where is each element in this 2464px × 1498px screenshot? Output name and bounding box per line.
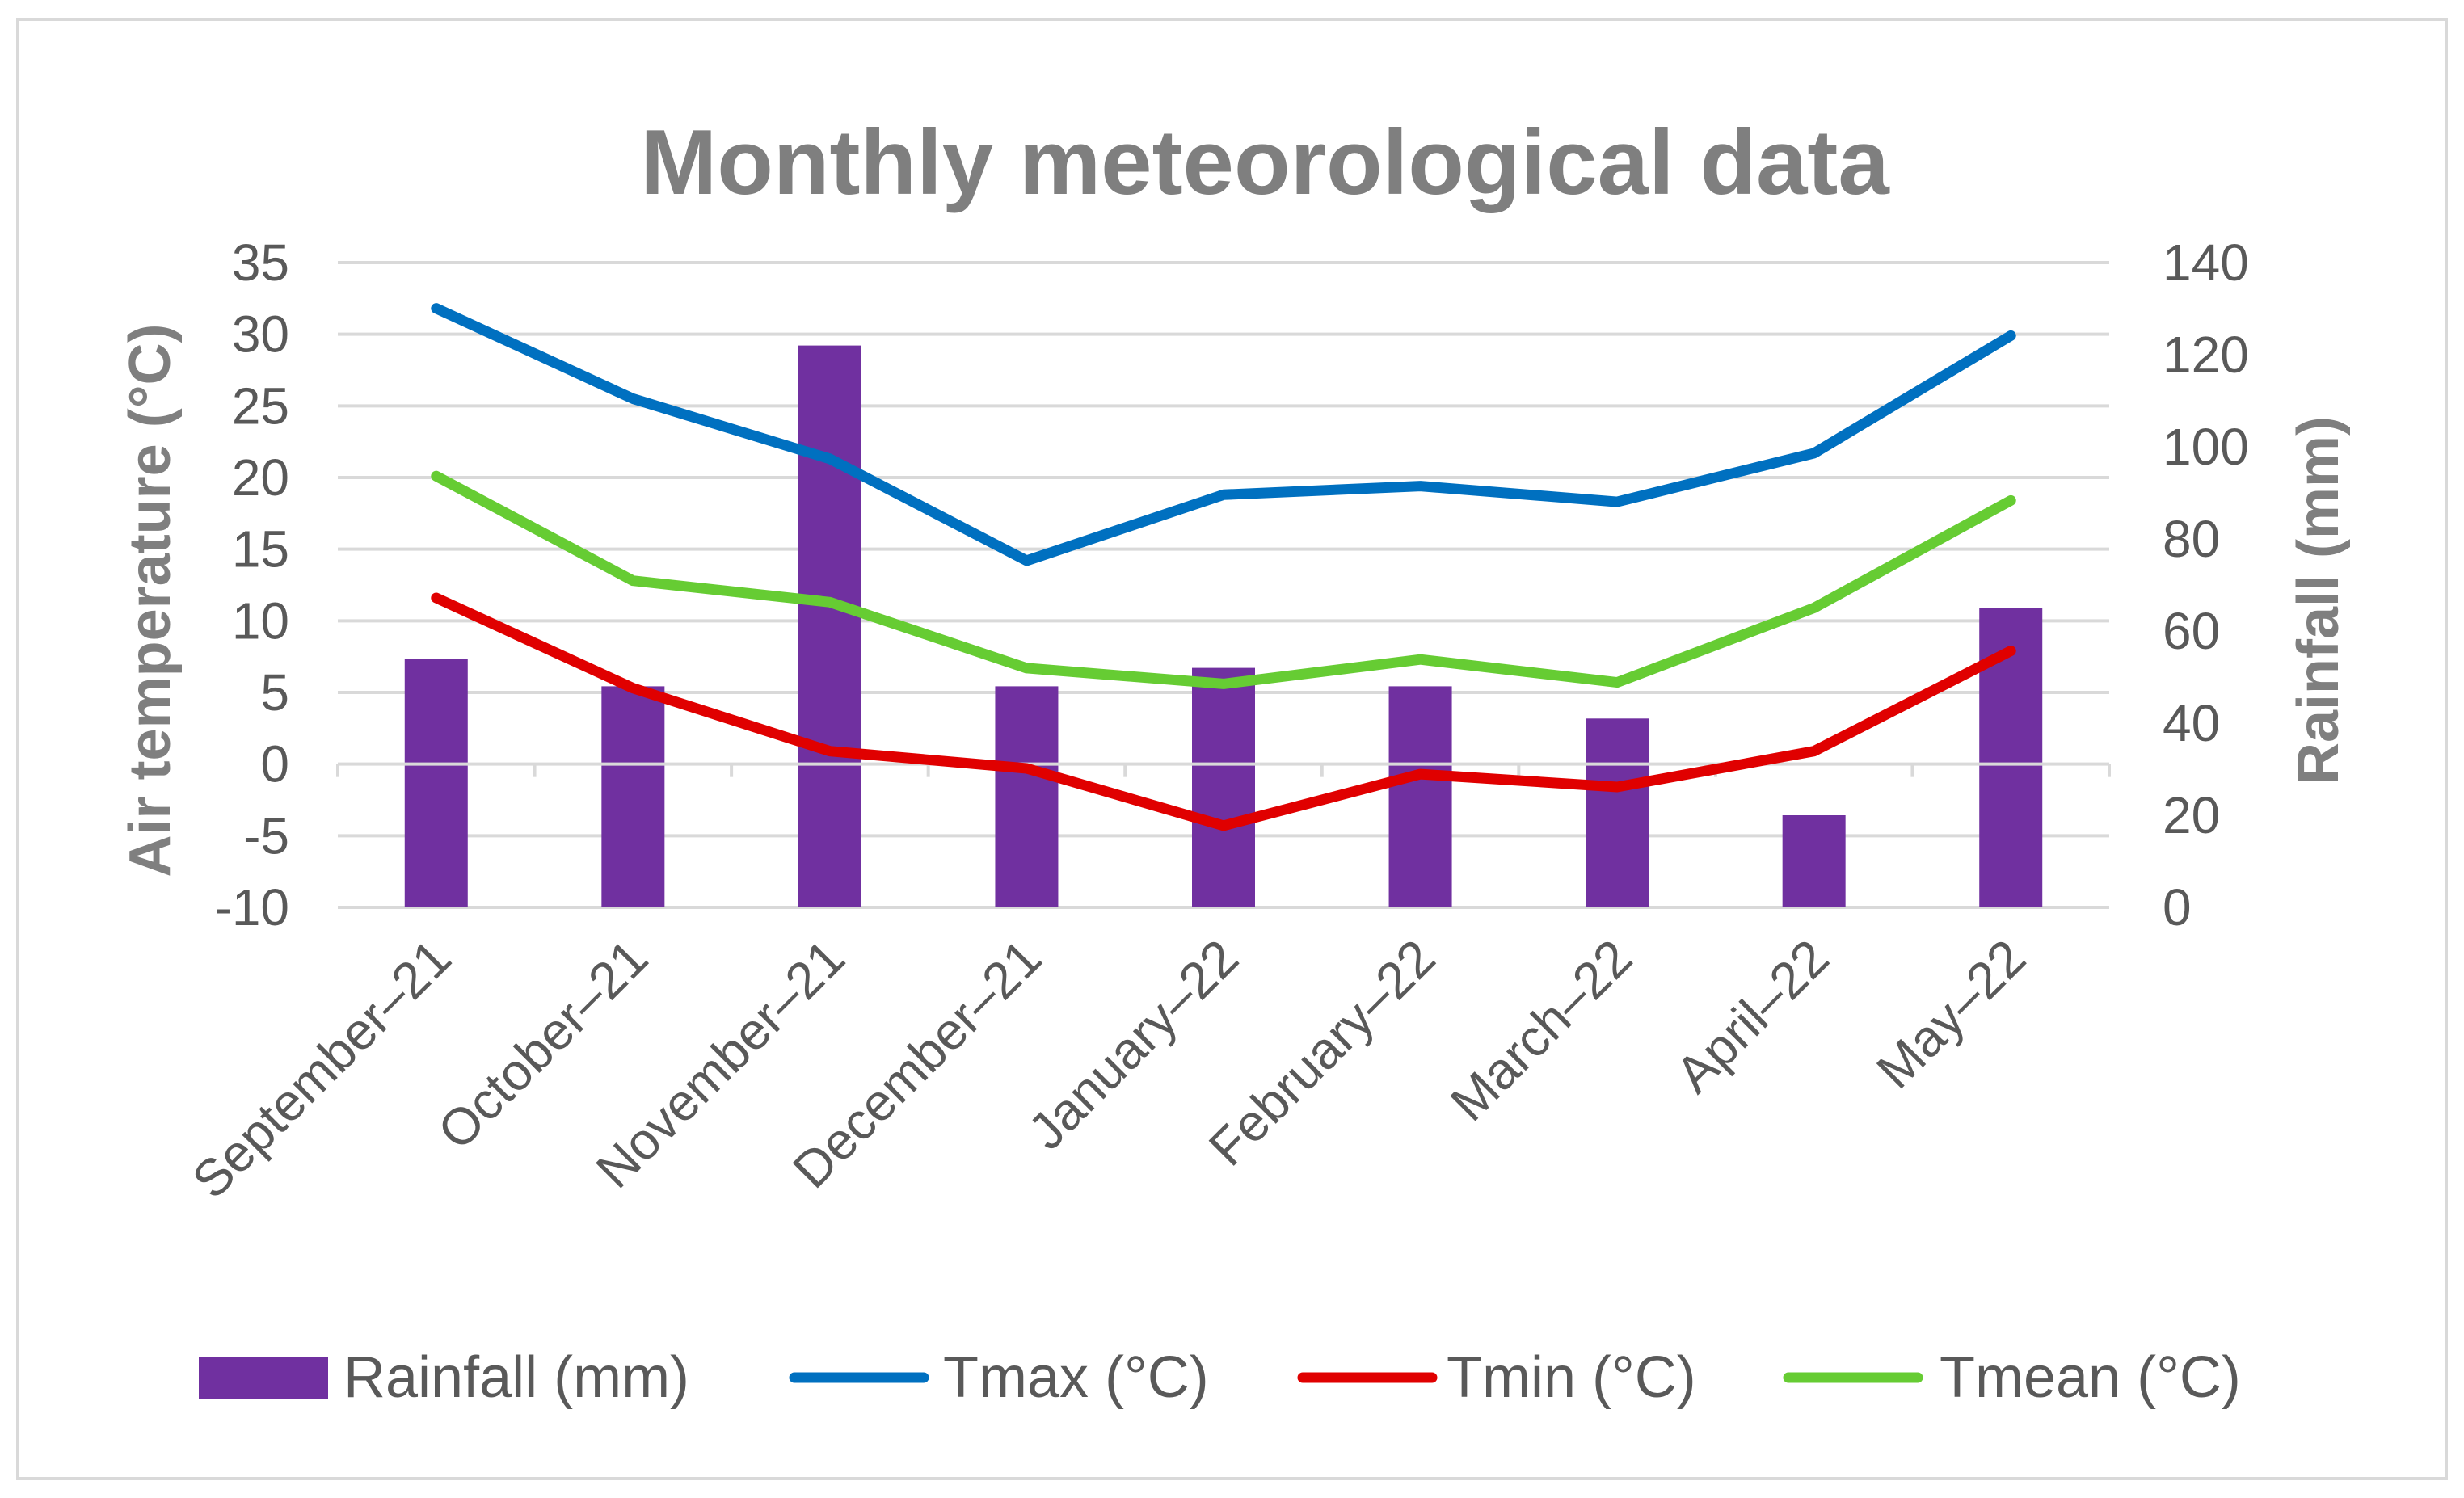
- temperature-lines: [431, 303, 2016, 831]
- rainfall-bar-0: [404, 659, 468, 907]
- right-tick-label-6: 20: [2163, 786, 2220, 844]
- left-tick-label-9: -10: [215, 878, 290, 936]
- left-tick-label-7: 0: [260, 735, 289, 793]
- y-left-title: Air temperature (°C): [118, 324, 183, 877]
- left-tick-label-1: 30: [232, 305, 289, 364]
- series-line-0: [431, 303, 2016, 566]
- rainfall-bar-4: [1192, 667, 1255, 907]
- legend-swatch-rainfall: [199, 1357, 328, 1399]
- rainfall-bar-1: [601, 686, 665, 907]
- left-tick-label-8: -5: [243, 806, 289, 865]
- left-axis-ticks: 35 30 25 20 15 10 5 0 -5 -10: [215, 234, 290, 936]
- left-tick-label-3: 20: [232, 448, 289, 507]
- left-tick-label-4: 15: [232, 520, 289, 579]
- series-line-1: [431, 592, 2016, 831]
- legend: Rainfall (mm) Tmax (°C) Tmin (°C) Tmean (°C…: [199, 1345, 2241, 1410]
- rainfall-bar-3: [995, 686, 1059, 907]
- left-tick-label-0: 35: [232, 234, 289, 292]
- rainfall-bar-2: [798, 345, 861, 908]
- rainfall-bar-7: [1782, 815, 1846, 907]
- left-tick-label-5: 10: [232, 591, 289, 650]
- right-axis-ticks: 140 120 100 80 60 40 20 0: [2163, 234, 2249, 936]
- rainfall-bars: [404, 345, 2043, 908]
- zero-axis: [336, 762, 2111, 777]
- left-tick-label-6: 5: [260, 663, 289, 722]
- right-tick-label-3: 80: [2163, 510, 2220, 568]
- rainfall-bar-6: [1586, 718, 1649, 907]
- right-tick-label-5: 40: [2163, 694, 2220, 752]
- rainfall-bar-5: [1388, 686, 1452, 907]
- right-tick-label-0: 140: [2163, 234, 2249, 292]
- right-tick-label-7: 0: [2163, 878, 2192, 936]
- y-right-title: Rainfall (mm): [2286, 416, 2351, 785]
- legend-label-1: Tmax (°C): [943, 1345, 1209, 1410]
- legend-label-2: Tmin (°C): [1447, 1345, 1696, 1410]
- right-tick-label-1: 120: [2163, 326, 2249, 384]
- right-tick-label-4: 60: [2163, 602, 2220, 660]
- legend-label-0: Rainfall (mm): [343, 1345, 689, 1410]
- series-line-2: [431, 470, 2016, 689]
- left-tick-label-2: 25: [232, 377, 289, 435]
- chart-title: Monthly meteorological data: [640, 112, 1890, 214]
- legend-label-3: Tmean (°C): [1940, 1345, 2241, 1410]
- right-tick-label-2: 100: [2163, 418, 2249, 476]
